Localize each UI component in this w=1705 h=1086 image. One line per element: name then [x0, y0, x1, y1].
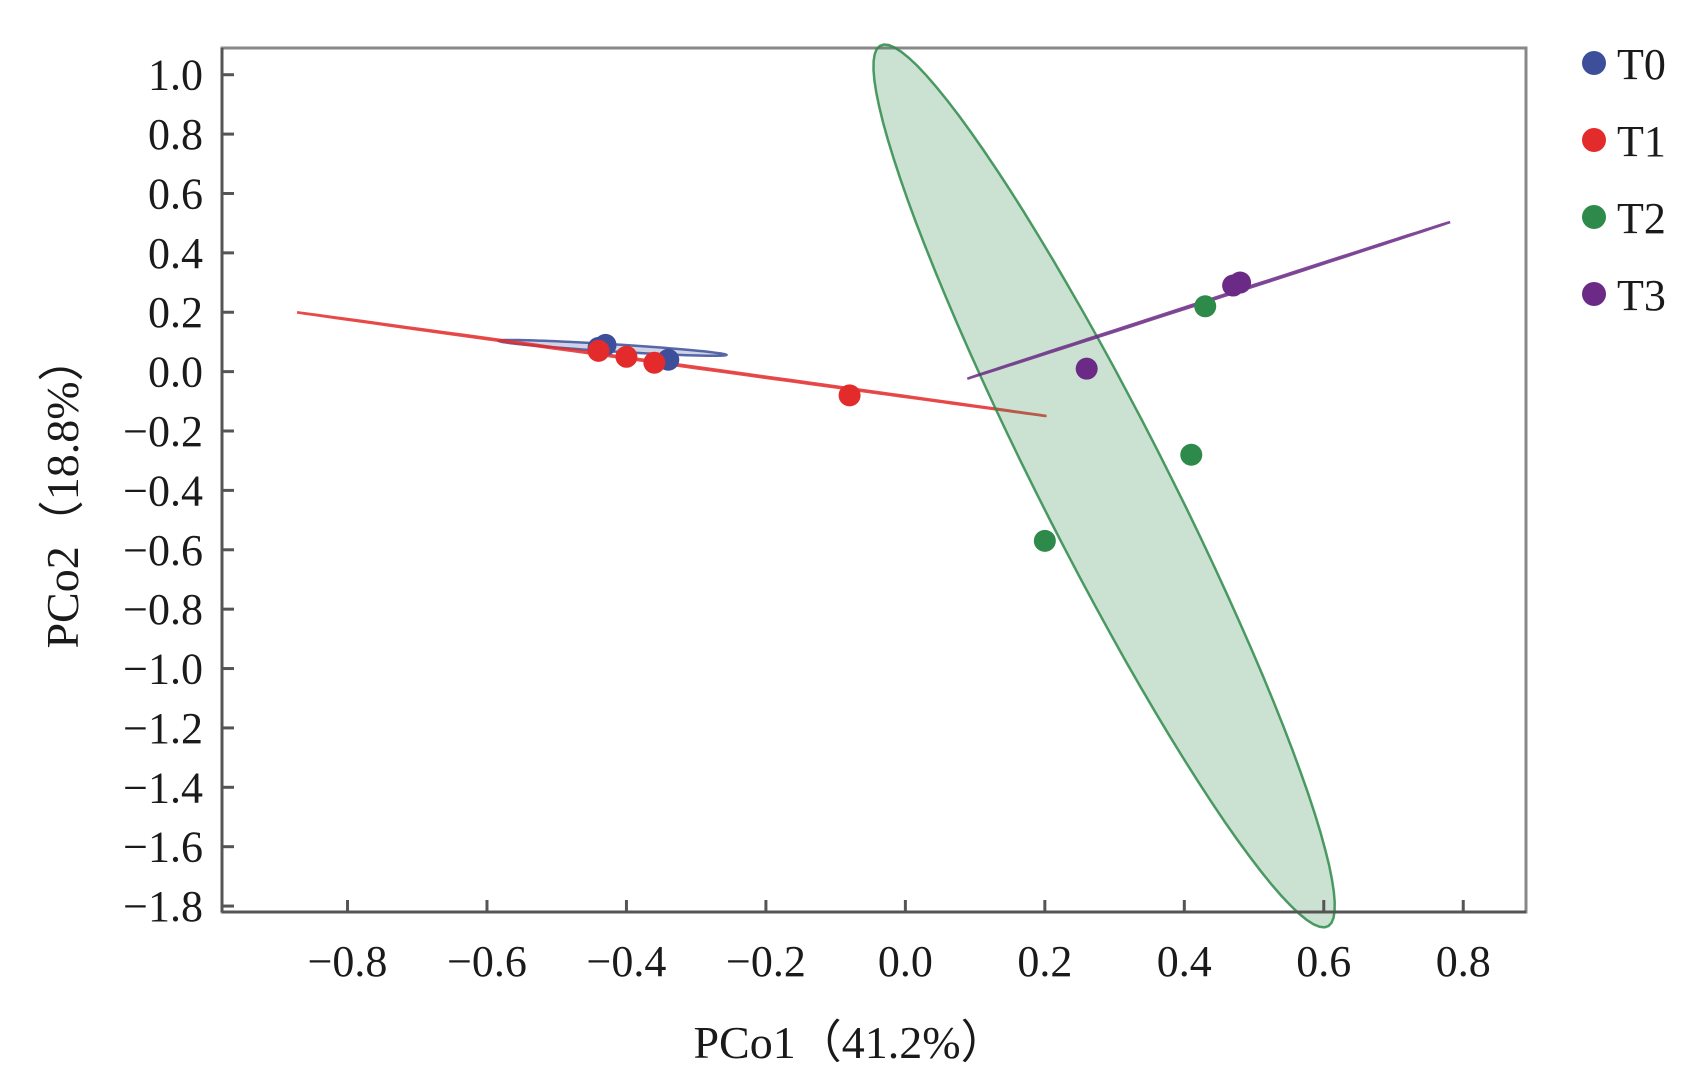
legend-marker-t3	[1582, 282, 1606, 306]
y-tick-label: 0.2	[148, 288, 203, 337]
x-tick-label: 0.4	[1157, 937, 1212, 986]
y-tick-label: 0.0	[148, 348, 203, 397]
y-tick-label: 1.0	[148, 51, 203, 100]
legend-label-t3: T3	[1617, 271, 1666, 320]
legend-marker-t2	[1582, 205, 1606, 229]
y-tick-label: −1.2	[123, 704, 203, 753]
x-tick-label: 0.0	[878, 937, 933, 986]
plot-frame	[220, 46, 1528, 914]
point-t1-4	[838, 384, 861, 407]
legend-marker-t1	[1582, 128, 1606, 152]
y-tick-label: 0.4	[148, 229, 203, 278]
y-tick-label: −1.8	[123, 882, 203, 931]
point-t2-1	[1033, 529, 1056, 552]
point-t3-1	[1075, 357, 1098, 380]
point-t2-2	[1180, 443, 1203, 466]
legend-marker-t0	[1582, 51, 1606, 75]
confidence-ellipses	[296, 43, 1451, 929]
point-t3-3	[1229, 271, 1252, 294]
point-t1-2	[615, 345, 638, 368]
legend-label-t2: T2	[1617, 194, 1666, 243]
x-tick-label: 0.2	[1017, 937, 1072, 986]
x-tick-label: 0.8	[1436, 937, 1491, 986]
legend: T0 T1 T2 T3	[1582, 40, 1666, 320]
point-t2-3	[1194, 295, 1217, 318]
ellipse-t2	[872, 43, 1336, 929]
x-tick-label: −0.6	[447, 937, 527, 986]
axes: −0.8 −0.6 −0.4 −0.2 0.0 0.2 0.4 0.6 0.8 1.0 0.8 0.6…	[123, 48, 1526, 986]
y-tick-label: −1.4	[123, 763, 203, 812]
y-tick-label: −1.6	[123, 823, 203, 872]
y-tick-label: −0.6	[123, 526, 203, 575]
point-t1-3	[643, 351, 666, 374]
legend-label-t1: T1	[1617, 117, 1666, 166]
y-tick-label: 0.6	[148, 169, 203, 218]
y-axis-title: PCo2（18.8%）	[37, 335, 88, 648]
x-tick-label: −0.4	[587, 937, 667, 986]
y-tick-label: 0.8	[148, 110, 203, 159]
y-tick-label: −1.0	[123, 645, 203, 694]
x-tick-label: 0.6	[1296, 937, 1351, 986]
x-tick-label: −0.8	[308, 937, 388, 986]
legend-label-t0: T0	[1617, 40, 1666, 89]
y-tick-label: −0.2	[123, 407, 203, 456]
data-points	[587, 271, 1252, 552]
x-tick-label: −0.2	[726, 937, 806, 986]
point-t1-1	[587, 339, 610, 362]
x-axis-title: PCo1（41.2%）	[693, 1017, 1006, 1068]
y-tick-label: −0.4	[123, 466, 203, 515]
y-tick-label: −0.8	[123, 585, 203, 634]
